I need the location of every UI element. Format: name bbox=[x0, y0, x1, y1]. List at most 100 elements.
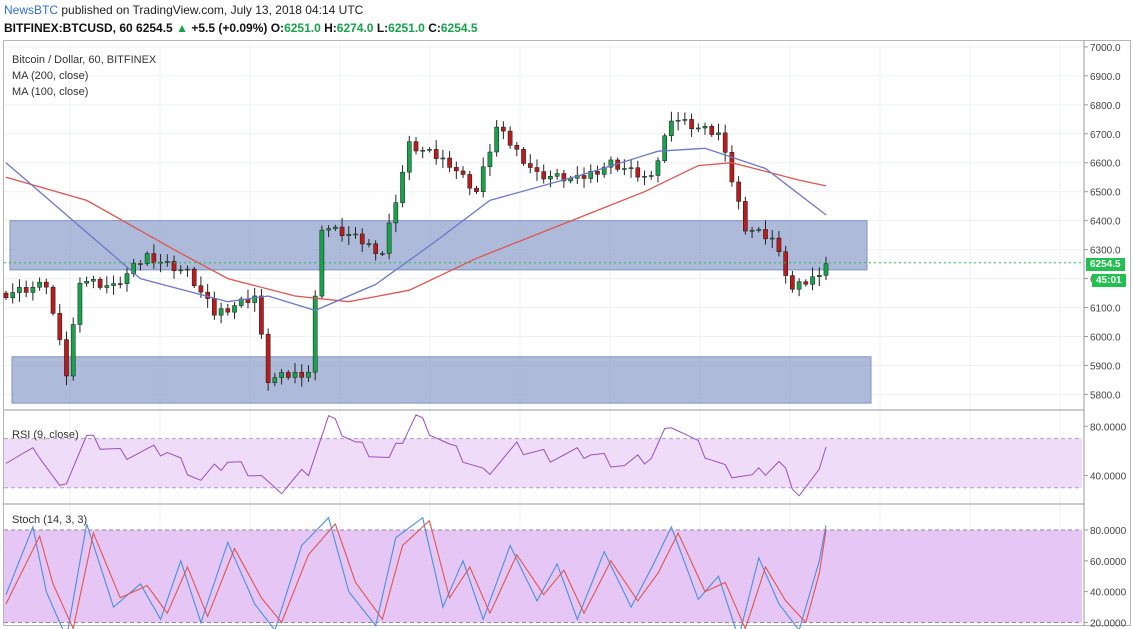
candle-body bbox=[359, 233, 365, 245]
candle-body bbox=[400, 171, 405, 203]
stoch-band bbox=[4, 530, 1082, 623]
candle-body bbox=[534, 167, 540, 172]
candle-body bbox=[675, 119, 681, 122]
candle-body bbox=[689, 119, 694, 130]
candle-body bbox=[716, 132, 721, 135]
candle-body bbox=[151, 253, 157, 264]
candle-body bbox=[218, 308, 224, 316]
candle-body bbox=[682, 119, 688, 121]
candle-body bbox=[514, 145, 520, 150]
candle-body bbox=[138, 263, 143, 265]
candle-body bbox=[588, 171, 594, 179]
candle-body bbox=[467, 174, 473, 189]
rsi-band bbox=[4, 438, 1082, 488]
ma200-legend: MA (200, close) bbox=[12, 70, 89, 82]
candle-body bbox=[30, 287, 36, 293]
candle-body bbox=[790, 275, 795, 290]
price-legend: Bitcoin / Dollar, 60, BITFINEX MA (200, … bbox=[12, 52, 156, 100]
candle-body bbox=[494, 126, 499, 153]
candle-body bbox=[171, 261, 177, 271]
candle-body bbox=[729, 152, 735, 183]
candle-body bbox=[776, 237, 782, 252]
candle-body bbox=[306, 371, 311, 378]
candle-body bbox=[763, 229, 768, 240]
stoch-tick-label: 60.0000 bbox=[1090, 557, 1127, 568]
stoch-d-line bbox=[5, 519, 827, 629]
price-tick-label: 6100.0 bbox=[1090, 304, 1121, 315]
candle-body bbox=[44, 281, 49, 288]
current-price-badge: 6254.5 bbox=[1086, 258, 1125, 271]
stoch-panel bbox=[4, 516, 1082, 629]
close-label: C: bbox=[428, 21, 441, 35]
grid-lines bbox=[4, 40, 1085, 626]
stoch-tick-label: 80.0000 bbox=[1090, 526, 1127, 537]
ma100-legend: MA (100, close) bbox=[12, 86, 89, 98]
published-text: published on TradingView.com, July 13, 2… bbox=[61, 3, 364, 17]
candle-body bbox=[312, 295, 318, 373]
rsi-line bbox=[5, 414, 827, 497]
candle-body bbox=[816, 275, 822, 277]
price-tick-label: 6900.0 bbox=[1090, 72, 1121, 83]
chart-frame[interactable] bbox=[3, 40, 1131, 626]
candle-body bbox=[601, 166, 607, 175]
candle-body bbox=[285, 372, 291, 378]
rsi-legend: RSI (9, close) bbox=[12, 429, 79, 441]
candle-body bbox=[622, 168, 627, 170]
candle-body bbox=[259, 295, 264, 335]
candle-body bbox=[420, 149, 426, 152]
candle-body bbox=[238, 298, 244, 306]
price-tick-label: 7000.0 bbox=[1090, 43, 1121, 54]
candle-body bbox=[366, 243, 372, 245]
candle-body bbox=[581, 175, 587, 179]
candle-body bbox=[373, 243, 378, 254]
publisher-name[interactable]: NewsBTC bbox=[4, 3, 59, 17]
up-arrow-icon: ▲ bbox=[176, 21, 188, 35]
candle-body bbox=[299, 372, 305, 378]
candle-body bbox=[117, 283, 123, 285]
stoch-tick-label: 20.0000 bbox=[1090, 618, 1127, 629]
candle-body bbox=[91, 279, 96, 282]
candle-body bbox=[104, 285, 110, 288]
candle-body bbox=[662, 135, 668, 161]
candle-body bbox=[655, 160, 661, 176]
price-tick-label: 6700.0 bbox=[1090, 130, 1121, 141]
candle-body bbox=[769, 237, 775, 240]
price-change: +5.5 (+0.09%) bbox=[191, 21, 268, 35]
candle-body bbox=[3, 292, 9, 298]
candle-body bbox=[427, 149, 432, 151]
candle-body bbox=[10, 292, 16, 298]
candle-body bbox=[413, 141, 419, 152]
candle-body bbox=[454, 167, 459, 172]
candle-body bbox=[487, 151, 493, 168]
candle-body bbox=[64, 339, 69, 377]
candle-body bbox=[164, 261, 170, 263]
support-zone bbox=[11, 356, 872, 404]
support-resistance-zones bbox=[9, 220, 872, 404]
price-tick-label: 6500.0 bbox=[1090, 188, 1121, 199]
candle-body bbox=[17, 287, 22, 293]
publish-line: NewsBTC published on TradingView.com, Ju… bbox=[4, 3, 363, 17]
candle-body bbox=[648, 175, 654, 177]
rsi-tick-label: 40.0000 bbox=[1090, 471, 1127, 482]
candle-body bbox=[50, 286, 56, 314]
candle-body bbox=[380, 253, 385, 255]
candle-body bbox=[333, 226, 338, 229]
price-axis: 7000.0 6900.0 6800.0 6700.0 6600.0 6500.0 6400… bbox=[1084, 43, 1127, 629]
candle-body bbox=[702, 125, 708, 129]
candle-body bbox=[474, 187, 479, 192]
candle-body bbox=[433, 149, 439, 160]
low-label: L: bbox=[376, 21, 389, 35]
price-tick-label: 5800.0 bbox=[1090, 390, 1121, 401]
candle-body bbox=[460, 170, 466, 175]
candle-body bbox=[695, 127, 701, 130]
stoch-legend: Stoch (14, 3, 3) bbox=[12, 514, 88, 526]
candle-body bbox=[326, 228, 331, 231]
candle-body bbox=[232, 305, 237, 313]
candle-body bbox=[212, 298, 217, 316]
candle-body bbox=[37, 281, 42, 288]
candle-body bbox=[272, 377, 278, 383]
candle-body bbox=[339, 226, 345, 236]
high-value: 6274.0 bbox=[336, 21, 374, 35]
rsi-panel bbox=[4, 414, 1082, 497]
